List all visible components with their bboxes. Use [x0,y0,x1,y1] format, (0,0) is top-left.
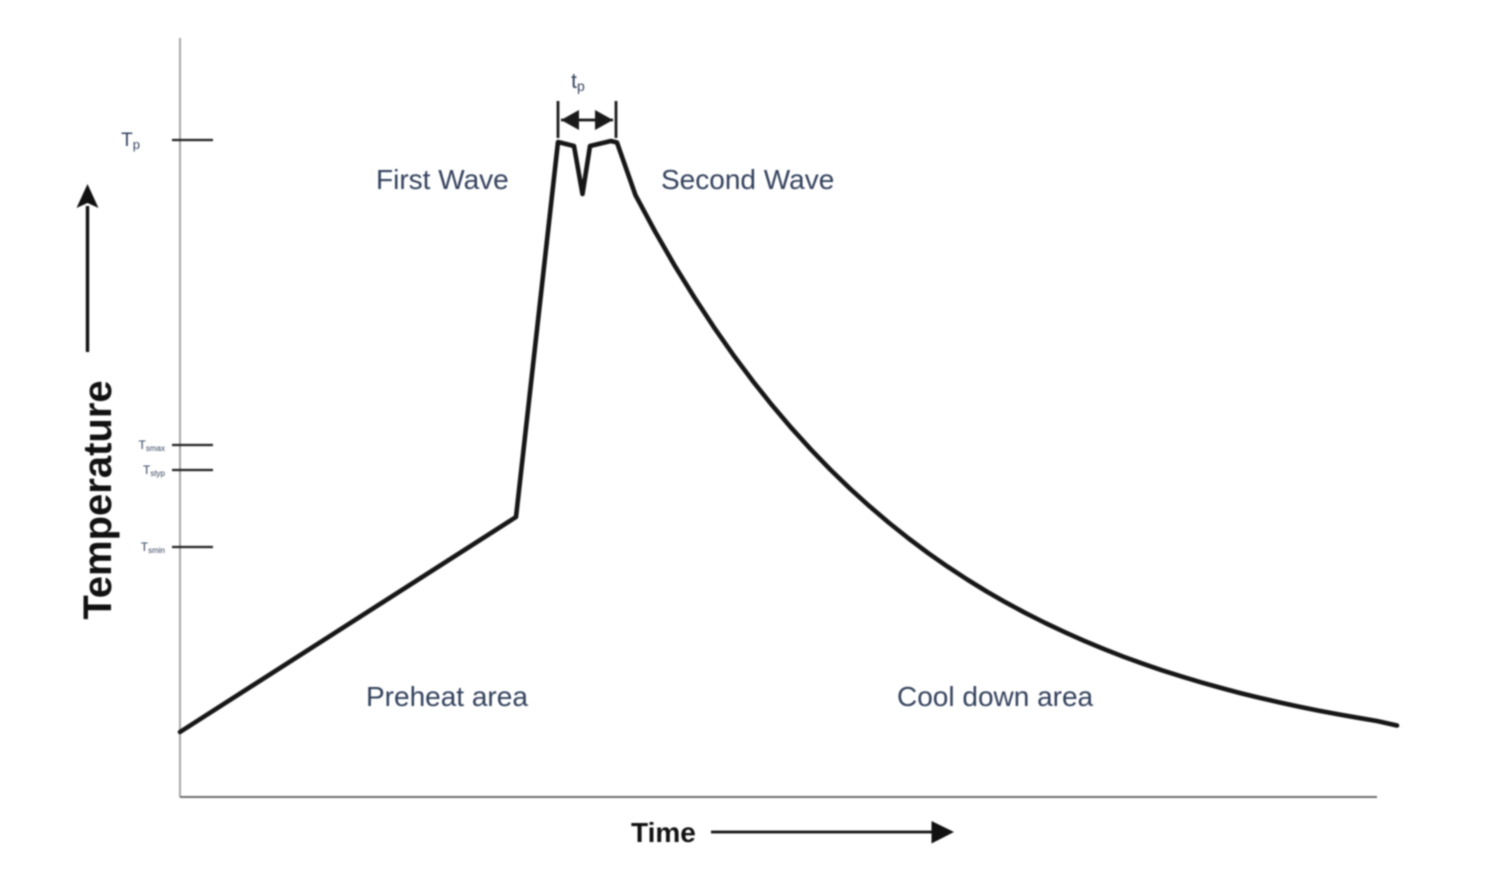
svg-text:Second Wave: Second Wave [661,164,834,195]
svg-text:Temperature: Temperature [76,380,120,619]
svg-text:First Wave: First Wave [376,164,509,195]
svg-text:Cool down area: Cool down area [897,681,1094,712]
svg-text:Time: Time [631,817,696,848]
svg-text:Preheat area: Preheat area [366,681,528,712]
